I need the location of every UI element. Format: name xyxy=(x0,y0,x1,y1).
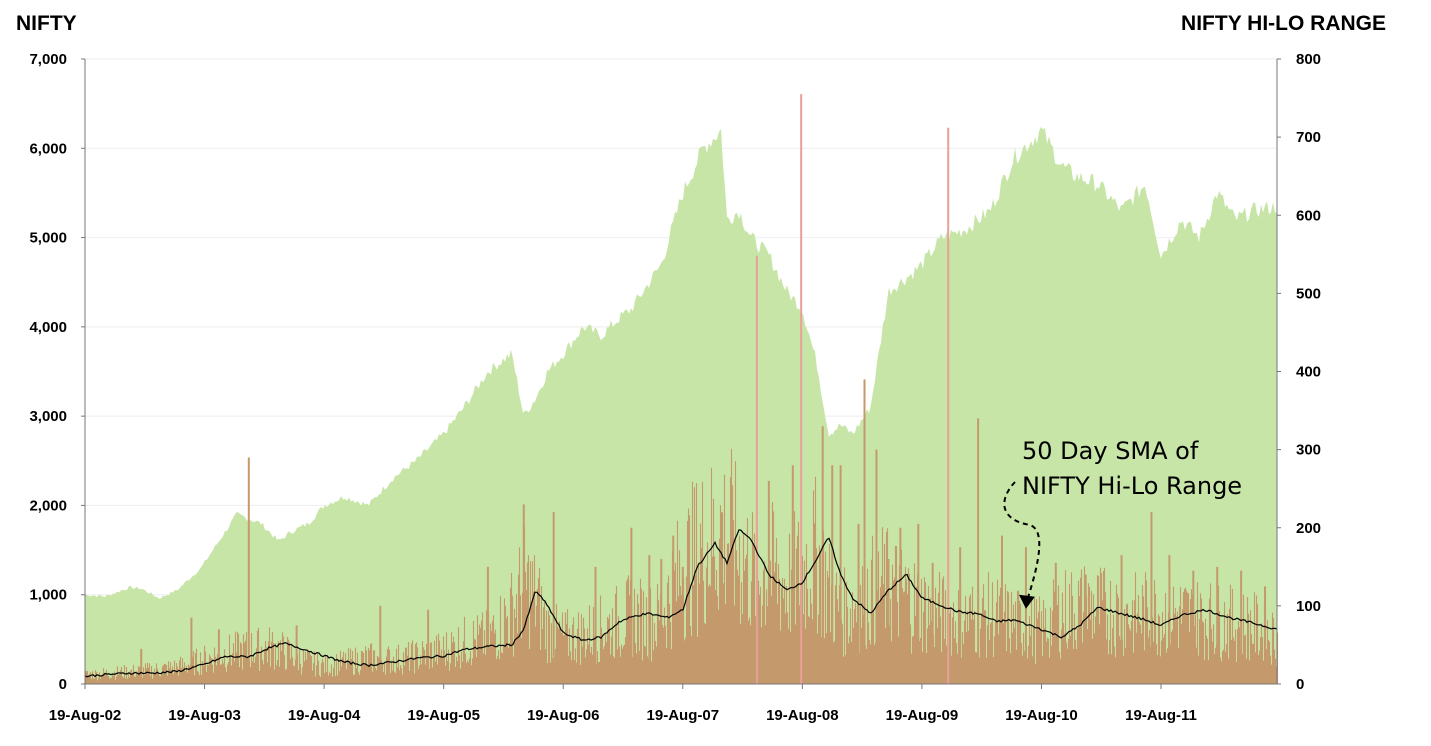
right-tick-label: 100 xyxy=(1296,598,1321,615)
x-tick-label: 19-Aug-08 xyxy=(766,707,839,724)
left-tick-label: 3,000 xyxy=(29,408,67,425)
left-tick-label: 6,000 xyxy=(29,140,67,157)
left-tick-label: 7,000 xyxy=(29,51,67,68)
right-tick-label: 700 xyxy=(1296,129,1321,146)
sma-line-layer xyxy=(84,529,1278,678)
right-tick-label: 200 xyxy=(1296,520,1321,537)
sma-annotation: 50 Day SMA of NIFTY Hi-Lo Range xyxy=(1003,437,1242,609)
left-tick-label: 5,000 xyxy=(29,230,67,247)
annotation-line-1: 50 Day SMA of xyxy=(1022,437,1199,465)
right-tick-label: 800 xyxy=(1296,51,1321,68)
right-tick-label: 400 xyxy=(1296,364,1321,381)
x-tick-label: 19-Aug-07 xyxy=(647,707,720,724)
left-tick-label: 4,000 xyxy=(29,319,67,336)
x-tick-label: 19-Aug-02 xyxy=(49,707,122,724)
annotation-line-2: NIFTY Hi-Lo Range xyxy=(1022,472,1242,500)
left-tick-label: 0 xyxy=(59,676,67,693)
left-tick-label: 1,000 xyxy=(29,587,67,604)
x-tick-label: 19-Aug-09 xyxy=(886,707,959,724)
right-tick-label: 600 xyxy=(1296,207,1321,224)
x-tick-label: 19-Aug-05 xyxy=(407,707,480,724)
right-tick-label: 500 xyxy=(1296,285,1321,302)
x-tick-label: 19-Aug-11 xyxy=(1125,707,1197,724)
x-tick-label: 19-Aug-06 xyxy=(527,707,600,724)
x-tick-label: 19-Aug-04 xyxy=(288,707,361,724)
x-tick-label: 19-Aug-03 xyxy=(168,707,241,724)
sma-line xyxy=(84,529,1278,678)
right-tick-label: 0 xyxy=(1296,676,1304,693)
x-tick-label: 19-Aug-10 xyxy=(1005,707,1078,724)
right-axis-title: NIFTY HI-LO RANGE xyxy=(1181,12,1386,35)
left-axis-title: NIFTY xyxy=(16,12,77,35)
annotation-arrow xyxy=(1003,481,1041,599)
right-tick-label: 300 xyxy=(1296,442,1321,459)
left-tick-label: 2,000 xyxy=(29,497,67,514)
axes: 0 1,000 2,000 3,000 4,000 5,000 6,000 7,000 0 100… xyxy=(29,51,1321,724)
annotation-arrowhead xyxy=(1018,594,1035,609)
